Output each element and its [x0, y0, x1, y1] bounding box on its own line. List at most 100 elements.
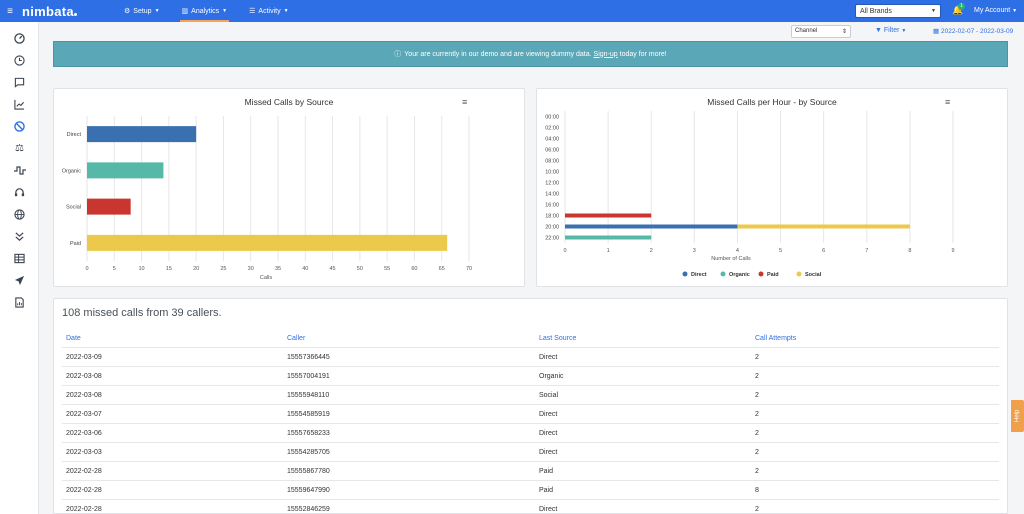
- x-tick-label: 10: [139, 266, 145, 272]
- table-cell: Direct: [539, 430, 558, 437]
- banner-text: Your are currently in our demo and are v…: [404, 50, 592, 58]
- balance-icon[interactable]: ⚖: [15, 143, 24, 154]
- table-icon[interactable]: [13, 252, 26, 265]
- table-row: 2022-03-06 15557658233 Direct 2: [62, 424, 999, 443]
- table-cell: 2: [755, 373, 759, 380]
- category-label: Social: [66, 205, 81, 211]
- legend-item: Paid: [767, 272, 779, 278]
- table-cell: 2: [755, 354, 759, 361]
- date-range-picker[interactable]: ▦ 2022-02-07 - 2022-03-09: [933, 27, 1013, 35]
- bar-social: [737, 224, 910, 229]
- waveform-icon[interactable]: [13, 164, 26, 177]
- legend-marker: [682, 271, 688, 277]
- table-cell: 2022-03-08: [66, 373, 102, 380]
- column-header[interactable]: Date: [66, 335, 81, 342]
- account-label: My Account: [974, 7, 1011, 14]
- hour-label: 18:00: [545, 214, 559, 220]
- x-tick-label: 5: [779, 248, 782, 254]
- table-cell: 2022-03-09: [66, 354, 102, 361]
- nav-analytics-label: Analytics: [191, 7, 220, 15]
- hamburger-icon[interactable]: ≡: [7, 5, 13, 17]
- bar-paid: [87, 234, 448, 251]
- table-row: 2022-03-08 15557004191 Organic 2: [62, 367, 999, 386]
- demo-banner: ⓘ Your are currently in our demo and are…: [53, 41, 1008, 67]
- nav-setup[interactable]: ⚙ Setup ▼: [124, 0, 160, 22]
- chat-icon[interactable]: [13, 76, 26, 89]
- missed-calls-per-hour-card: Missed Calls per Hour - by Source ≡ 0 1 2 3…: [536, 88, 1008, 287]
- legend-item: Social: [805, 272, 822, 278]
- bar-chart: 0 5 10 15 20 25 30 35 40 45 50 55 60 65 70 Calls Direct O…: [62, 116, 472, 281]
- x-tick-label: 30: [248, 266, 254, 272]
- table-cell: 15557004191: [287, 373, 330, 380]
- column-header[interactable]: Last Source: [539, 335, 577, 342]
- account-menu[interactable]: My Account ▼: [974, 7, 1017, 14]
- hour-label: 00:00: [545, 115, 559, 121]
- bell-icon[interactable]: 🔔: [952, 5, 964, 15]
- category-label: Organic: [62, 168, 82, 174]
- bar-direct: [87, 126, 197, 143]
- nav-activity[interactable]: ☰ Activity ▼: [249, 0, 288, 22]
- channel-select[interactable]: Channel ⇕: [791, 25, 851, 38]
- top-navbar: ≡ nimbata ⚙ Setup ▼ ▥ Analytics ▼ ☰ Acti…: [0, 0, 1024, 22]
- help-tab[interactable]: Help: [1011, 400, 1024, 432]
- table-cell: 2022-03-07: [66, 411, 102, 418]
- bar-direct: [565, 224, 738, 229]
- legend-item: Direct: [691, 272, 707, 278]
- line-chart-icon[interactable]: [13, 98, 26, 111]
- logo[interactable]: nimbata: [22, 4, 102, 19]
- channel-select-value: Channel: [795, 28, 818, 34]
- column-header[interactable]: Call Attempts: [755, 335, 797, 342]
- x-tick-label: 1: [607, 248, 610, 254]
- hour-label: 10:00: [545, 170, 559, 176]
- table-cell: Direct: [539, 354, 558, 361]
- missed-calls-by-source-card: Missed Calls by Source ≡ 0 5 10 15 20 25 30 35 4…: [53, 88, 525, 287]
- bar-organic: [565, 235, 652, 240]
- headset-icon[interactable]: [13, 186, 26, 199]
- legend-marker: [720, 271, 726, 277]
- chart-menu-icon[interactable]: ≡: [945, 97, 951, 107]
- filter-button[interactable]: ▼ Filter ▼: [875, 27, 906, 34]
- hour-label: 12:00: [545, 181, 559, 187]
- table-cell: Organic: [539, 373, 564, 380]
- x-tick-label: 50: [357, 266, 363, 272]
- hour-label: 22:00: [545, 236, 559, 242]
- bar-social: [87, 198, 131, 215]
- caret-down-icon: ▼: [154, 8, 160, 14]
- table-summary: 108 missed calls from 39 callers.: [62, 307, 222, 319]
- double-chevron-icon[interactable]: [13, 230, 26, 243]
- report-icon[interactable]: [13, 296, 26, 309]
- bar-organic: [87, 162, 164, 179]
- x-tick-label: 35: [275, 266, 281, 272]
- category-label: Paid: [70, 241, 81, 247]
- x-tick-label: 2: [650, 248, 653, 254]
- x-tick-label: 20: [193, 266, 199, 272]
- column-header[interactable]: Caller: [287, 335, 306, 342]
- table-cell: 15557366445: [287, 354, 330, 361]
- table-cell: 2022-02-28: [66, 468, 102, 475]
- dashboard-icon[interactable]: [13, 32, 26, 45]
- hour-label: 14:00: [545, 192, 559, 198]
- filter-label: Filter: [883, 27, 900, 34]
- legend-marker: [796, 271, 802, 277]
- help-label: Help: [1014, 409, 1021, 423]
- signup-link[interactable]: Sign-up: [593, 50, 618, 58]
- gear-icon: ⚙: [124, 8, 131, 15]
- hour-label: 06:00: [545, 148, 559, 154]
- table-cell: 2022-03-08: [66, 392, 102, 399]
- chart-title: Missed Calls per Hour - by Source: [707, 97, 837, 107]
- globe-icon[interactable]: [13, 208, 26, 221]
- nav-analytics[interactable]: ▥ Analytics ▼: [179, 0, 229, 22]
- table-cell: Social: [539, 392, 559, 399]
- missed-calls-icon[interactable]: [13, 120, 26, 133]
- nav-activity-label: Activity: [258, 7, 281, 15]
- caret-down-icon: ▼: [901, 28, 907, 34]
- clock-icon[interactable]: [13, 54, 26, 67]
- x-tick-label: 65: [439, 266, 445, 272]
- x-tick-label: 15: [166, 266, 172, 272]
- banner-text-end: today for more!: [619, 50, 667, 58]
- table-cell: 15554285705: [287, 449, 330, 456]
- chart-menu-icon[interactable]: ≡: [462, 97, 468, 107]
- table-cell: 15555948110: [287, 392, 330, 399]
- send-icon[interactable]: [13, 274, 26, 287]
- brand-select[interactable]: All Brands ▼: [855, 4, 941, 18]
